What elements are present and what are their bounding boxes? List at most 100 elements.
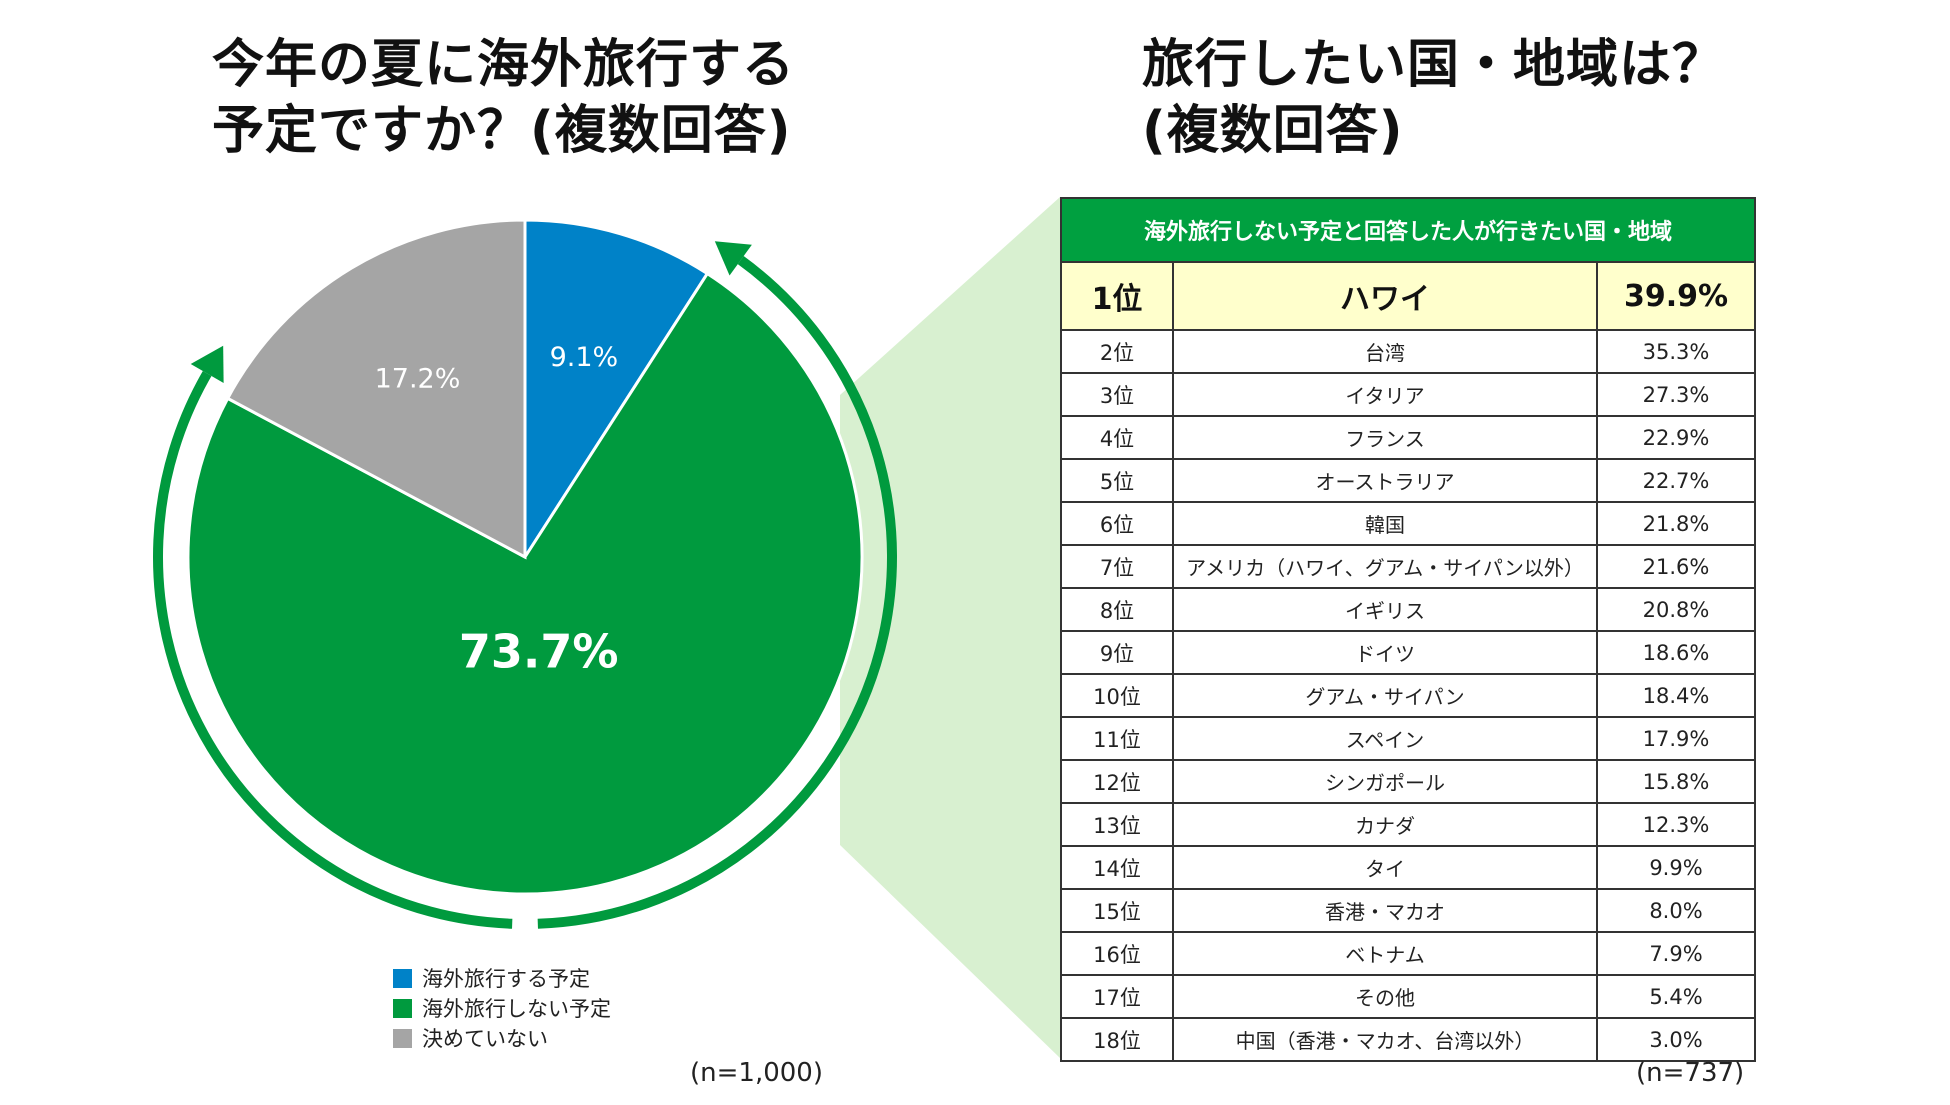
percent-cell: 18.4%	[1596, 673, 1756, 718]
rank-cell: 10位	[1060, 673, 1174, 718]
country-cell: アメリカ（ハワイ、グアム・サイパン以外）	[1172, 544, 1598, 589]
rank-cell: 2位	[1060, 329, 1174, 374]
percent-cell: 21.6%	[1596, 544, 1756, 589]
slice-label-undecided: 17.2%	[375, 363, 461, 394]
table-row: 18位 中国（香港・マカオ、台湾以外） 3.0%	[1060, 1017, 1756, 1062]
pie-slice-not-planned	[186, 271, 864, 896]
percent-cell: 9.9%	[1596, 845, 1756, 890]
country-cell: タイ	[1172, 845, 1598, 890]
pie-sample-size: (n=1,000)	[690, 1058, 823, 1088]
percent-cell: 22.7%	[1596, 458, 1756, 503]
pie-slices	[186, 218, 864, 896]
rank-cell: 11位	[1060, 716, 1174, 761]
legend-item-planned: 海外旅行する予定	[393, 963, 611, 993]
percent-cell: 3.0%	[1596, 1017, 1756, 1062]
pie-title-line-1: 今年の夏に海外旅行する	[212, 35, 796, 95]
legend-item-not-planned: 海外旅行しない予定	[393, 993, 611, 1023]
country-cell: オーストラリア	[1172, 458, 1598, 503]
table-row: 7位 アメリカ（ハワイ、グアム・サイパン以外） 21.6%	[1060, 544, 1756, 589]
country-cell: 韓国	[1172, 501, 1598, 546]
legend-label-undecided: 決めていない	[422, 1027, 548, 1051]
country-cell: ベトナム	[1172, 931, 1598, 976]
table-row: 16位 ベトナム 7.9%	[1060, 931, 1756, 976]
cycle-arrowhead-right	[714, 241, 752, 276]
table-row: 4位 フランス 22.9%	[1060, 415, 1756, 460]
slice-label-not-planned: 73.7%	[459, 624, 619, 678]
table-row: 9位 ドイツ 18.6%	[1060, 630, 1756, 675]
pie-slice-planned	[523, 218, 710, 563]
pie-legend: 海外旅行する予定 海外旅行しない予定 決めていない	[393, 963, 611, 1053]
table-row: 10位 グアム・サイパン 18.4%	[1060, 673, 1756, 718]
table-row: 3位 イタリア 27.3%	[1060, 372, 1756, 417]
percent-cell: 15.8%	[1596, 759, 1756, 804]
pie-chart-title: 今年の夏に海外旅行する 予定ですか？(複数回答)	[212, 32, 795, 164]
rank-cell: 15位	[1060, 888, 1174, 933]
ranking-sample-size: (n=737)	[1636, 1058, 1745, 1088]
table-row: 11位 スペイン 17.9%	[1060, 716, 1756, 761]
table-row: 8位 イギリス 20.8%	[1060, 587, 1756, 632]
ranking-row-top: 1位 ハワイ 39.9%	[1060, 261, 1756, 331]
ranking-caption: 海外旅行しない予定と回答した人が行きたい国・地域	[1060, 197, 1756, 263]
percent-cell: 27.3%	[1596, 372, 1756, 417]
slice-label-planned: 9.1%	[550, 342, 619, 373]
percent-cell: 12.3%	[1596, 802, 1756, 847]
country-cell: イタリア	[1172, 372, 1598, 417]
cycle-arc-left	[153, 371, 513, 929]
table-row: 2位 台湾 35.3%	[1060, 329, 1756, 374]
ranking-title: 旅行したい国・地域は？ (複数回答)	[1142, 32, 1725, 164]
table-row: 17位 その他 5.4%	[1060, 974, 1756, 1019]
ranking-title-line-2: (複数回答)	[1142, 101, 1404, 161]
rank-cell: 5位	[1060, 458, 1174, 503]
rank-cell: 12位	[1060, 759, 1174, 804]
legend-item-undecided: 決めていない	[393, 1023, 611, 1053]
percent-cell: 35.3%	[1596, 329, 1756, 374]
pie-title-line-2: 予定ですか？(複数回答)	[212, 101, 792, 161]
percent-cell: 39.9%	[1596, 261, 1756, 331]
country-cell: 香港・マカオ	[1172, 888, 1598, 933]
rank-cell: 9位	[1060, 630, 1174, 675]
cycle-arc-right	[537, 256, 897, 929]
country-cell: シンガポール	[1172, 759, 1598, 804]
percent-cell: 7.9%	[1596, 931, 1756, 976]
country-cell: グアム・サイパン	[1172, 673, 1598, 718]
legend-label-planned: 海外旅行する予定	[422, 967, 590, 991]
percent-cell: 17.9%	[1596, 716, 1756, 761]
table-row: 15位 香港・マカオ 8.0%	[1060, 888, 1756, 933]
country-cell: 中国（香港・マカオ、台湾以外）	[1172, 1017, 1598, 1062]
rank-cell: 7位	[1060, 544, 1174, 589]
legend-label-not-planned: 海外旅行しない予定	[422, 997, 611, 1021]
rank-cell: 14位	[1060, 845, 1174, 890]
country-cell: 台湾	[1172, 329, 1598, 374]
country-cell: ドイツ	[1172, 630, 1598, 675]
percent-cell: 22.9%	[1596, 415, 1756, 460]
percent-cell: 18.6%	[1596, 630, 1756, 675]
ranking-table: 海外旅行しない予定と回答した人が行きたい国・地域 1位 ハワイ 39.9% 2位 台湾 3…	[1060, 197, 1756, 1062]
rank-cell: 4位	[1060, 415, 1174, 460]
cycle-arrowhead-left	[190, 345, 224, 383]
percent-cell: 20.8%	[1596, 587, 1756, 632]
country-cell: スペイン	[1172, 716, 1598, 761]
callout-wedge	[840, 197, 1060, 1058]
rank-cell: 8位	[1060, 587, 1174, 632]
country-cell: イギリス	[1172, 587, 1598, 632]
country-cell: カナダ	[1172, 802, 1598, 847]
rank-cell: 17位	[1060, 974, 1174, 1019]
rank-cell: 6位	[1060, 501, 1174, 546]
pie-labels: 9.1% 73.7% 17.2%	[375, 342, 619, 678]
table-row: 13位 カナダ 12.3%	[1060, 802, 1756, 847]
table-row: 12位 シンガポール 15.8%	[1060, 759, 1756, 804]
table-row: 5位 オーストラリア 22.7%	[1060, 458, 1756, 503]
rank-cell: 16位	[1060, 931, 1174, 976]
legend-swatch-planned	[393, 968, 412, 988]
legend-swatch-not-planned	[393, 998, 412, 1018]
cycle-arrows	[153, 241, 897, 929]
rank-cell: 13位	[1060, 802, 1174, 847]
percent-cell: 5.4%	[1596, 974, 1756, 1019]
rank-cell: 3位	[1060, 372, 1174, 417]
pie-slice-undecided	[225, 218, 527, 560]
percent-cell: 21.8%	[1596, 501, 1756, 546]
ranking-caption-row: 海外旅行しない予定と回答した人が行きたい国・地域	[1060, 197, 1756, 263]
legend-swatch-undecided	[393, 1028, 412, 1048]
country-cell: その他	[1172, 974, 1598, 1019]
